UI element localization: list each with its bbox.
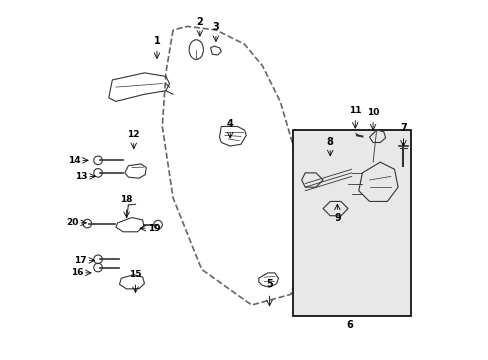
Text: 2: 2 <box>196 17 203 27</box>
Text: 15: 15 <box>129 270 142 279</box>
Text: 5: 5 <box>265 279 272 289</box>
Text: 1: 1 <box>153 36 160 46</box>
Text: 9: 9 <box>333 213 340 224</box>
Text: 19: 19 <box>148 224 160 233</box>
Text: 20: 20 <box>66 219 78 228</box>
Text: 6: 6 <box>346 320 352 330</box>
Bar <box>292 130 410 316</box>
Text: 14: 14 <box>67 156 80 165</box>
Text: 16: 16 <box>70 268 83 277</box>
Text: 13: 13 <box>75 172 87 181</box>
Text: 10: 10 <box>366 108 379 117</box>
Text: 7: 7 <box>399 123 406 133</box>
Text: 11: 11 <box>348 106 361 115</box>
Text: 3: 3 <box>212 22 219 32</box>
Text: 8: 8 <box>326 136 333 147</box>
Text: 17: 17 <box>74 256 86 265</box>
Text: 4: 4 <box>226 119 233 129</box>
Text: 18: 18 <box>120 195 133 204</box>
Text: 12: 12 <box>127 130 140 139</box>
